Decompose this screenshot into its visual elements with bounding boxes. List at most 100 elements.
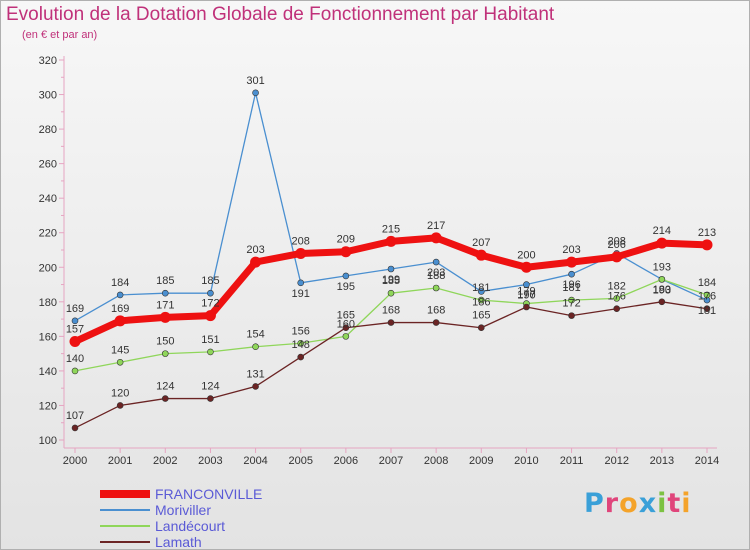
data-label: 184 (111, 277, 129, 289)
data-label: 208 (608, 235, 626, 247)
data-point (385, 235, 397, 247)
data-label: 213 (698, 227, 716, 239)
data-point (703, 291, 711, 299)
data-label: 180 (653, 284, 671, 296)
y-tick-label: 160 (39, 331, 57, 343)
chart-axes: 100 120 140 160 180 200 220 240 260 280 300 320 2000… (39, 55, 720, 467)
y-tick-label: 100 (39, 435, 57, 447)
data-point (520, 261, 532, 273)
data-label: 148 (292, 339, 310, 351)
data-label: 172 (562, 298, 580, 310)
data-point (342, 333, 350, 340)
data-point (658, 298, 666, 306)
data-label: 124 (156, 381, 174, 393)
data-label: 199 (382, 274, 400, 286)
data-point (252, 343, 259, 351)
data-label: 177 (517, 289, 535, 301)
data-label: 207 (472, 237, 490, 249)
data-point (207, 395, 214, 402)
data-point (116, 358, 124, 366)
x-tick-label: 2007 (379, 455, 403, 467)
data-label: 168 (382, 305, 400, 317)
y-tick-label: 320 (39, 55, 57, 67)
y-tick-label: 120 (39, 400, 57, 412)
data-point (432, 284, 440, 292)
y-tick-label: 140 (39, 366, 57, 378)
data-point (161, 289, 169, 297)
data-label: 193 (653, 284, 671, 296)
data-point (252, 89, 259, 97)
data-label: 182 (608, 280, 626, 292)
data-label: 217 (427, 220, 445, 232)
data-point (611, 251, 623, 263)
legend-swatch (100, 541, 150, 543)
data-label: 188 (427, 270, 445, 282)
y-tick-label: 180 (39, 297, 57, 309)
data-label: 179 (517, 286, 535, 298)
data-label: 140 (66, 353, 84, 365)
data-point (207, 348, 214, 356)
data-label: 181 (562, 282, 580, 294)
data-point (432, 319, 440, 326)
x-tick-label: 2008 (424, 455, 448, 467)
data-point (116, 291, 124, 299)
data-label: 185 (382, 275, 400, 287)
legend-swatch (100, 525, 150, 527)
data-point (69, 336, 81, 348)
data-point (297, 339, 305, 347)
data-point (161, 350, 169, 357)
x-tick-label: 2010 (514, 455, 538, 467)
x-tick-label: 2003 (198, 455, 222, 467)
data-point (114, 315, 126, 327)
data-label: 203 (562, 244, 580, 256)
data-label: 185 (201, 275, 219, 287)
proxiti-logo: Proxiti (584, 488, 692, 519)
data-point (703, 305, 711, 313)
data-point (342, 324, 350, 332)
data-label: 206 (608, 239, 626, 251)
data-point (568, 296, 575, 304)
data-point (568, 270, 575, 278)
data-label: 208 (292, 235, 310, 247)
x-tick-label: 2000 (63, 455, 87, 467)
data-point (568, 312, 575, 319)
x-tick-label: 2005 (288, 455, 312, 467)
data-point (340, 246, 352, 258)
data-point (613, 295, 621, 302)
data-point (116, 402, 124, 409)
data-point (297, 279, 305, 287)
data-label: 168 (427, 305, 445, 317)
data-label: 301 (246, 75, 264, 87)
data-label: 160 (337, 318, 355, 330)
data-label: 169 (111, 303, 129, 315)
data-label: 203 (246, 244, 264, 256)
chart-series (69, 89, 713, 432)
x-tick-label: 2006 (334, 455, 358, 467)
data-label: 181 (698, 305, 716, 317)
data-point (613, 305, 621, 313)
data-point (161, 395, 169, 402)
x-tick-label: 2009 (469, 455, 493, 467)
legend-swatch (100, 490, 150, 498)
chart-title: Evolution de la Dotation Globale de Fonc… (6, 4, 555, 25)
data-point (477, 288, 485, 295)
y-tick-label: 260 (39, 159, 57, 171)
data-label: 186 (472, 296, 490, 308)
data-label: 176 (608, 291, 626, 303)
data-point (523, 303, 530, 311)
data-label: 184 (698, 277, 716, 289)
data-label: 165 (337, 310, 355, 322)
data-label: 196 (562, 279, 580, 291)
data-point (523, 281, 530, 288)
data-label: 181 (472, 282, 490, 294)
data-point (387, 265, 395, 273)
data-point (71, 367, 79, 375)
data-label: 215 (382, 223, 400, 235)
data-point (159, 311, 171, 323)
data-point (701, 239, 713, 251)
data-point (71, 317, 79, 325)
data-label: 190 (517, 290, 535, 302)
data-point (71, 424, 79, 432)
data-label: 172 (201, 298, 219, 310)
